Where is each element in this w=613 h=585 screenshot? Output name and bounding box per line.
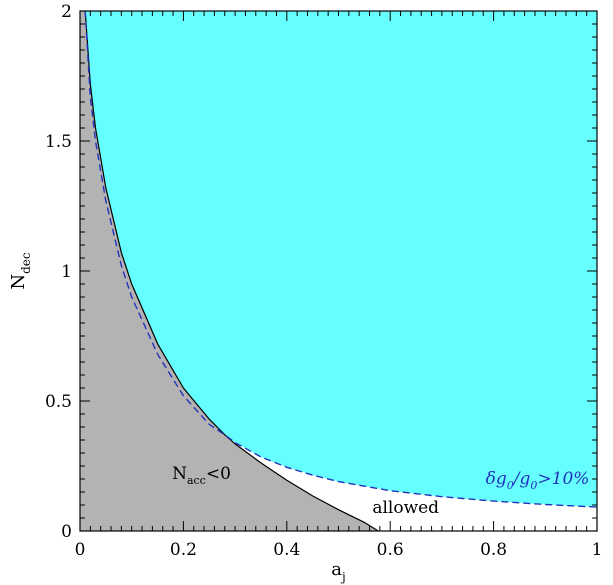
y-tick-label: 2 <box>61 2 72 22</box>
y-tick-labels: 0 0.5 1 1.5 2 <box>45 2 72 542</box>
y-tick-label: 0 <box>61 522 72 542</box>
x-tick-label: 0.8 <box>480 540 507 560</box>
nacc-boundary-line <box>84 10 379 532</box>
allowed-region-label: allowed <box>372 498 439 518</box>
y-tick-label: 1.5 <box>45 132 72 152</box>
dg-boundary-line <box>84 10 598 508</box>
axis-ticks <box>79 10 598 532</box>
y-tick-label: 0.5 <box>45 392 72 412</box>
nacc-region-label: Nacc<0 <box>172 464 231 487</box>
x-tick-labels: 0 0.2 0.4 0.6 0.8 1 <box>75 540 603 560</box>
x-tick-label: 0.2 <box>170 540 197 560</box>
y-tick-label: 1 <box>61 262 72 282</box>
dg-region-label: δg0/g0>10% <box>486 469 590 492</box>
y-axis-label: Ndec <box>8 252 33 290</box>
excluded-cyan-region <box>80 11 597 508</box>
x-tick-label: 0 <box>75 540 86 560</box>
x-tick-label: 0.6 <box>377 540 404 560</box>
x-axis-label: aj <box>331 559 345 584</box>
excluded-gray-region <box>80 11 379 531</box>
x-tick-label: 0.4 <box>273 540 300 560</box>
x-tick-label: 1 <box>592 540 603 560</box>
